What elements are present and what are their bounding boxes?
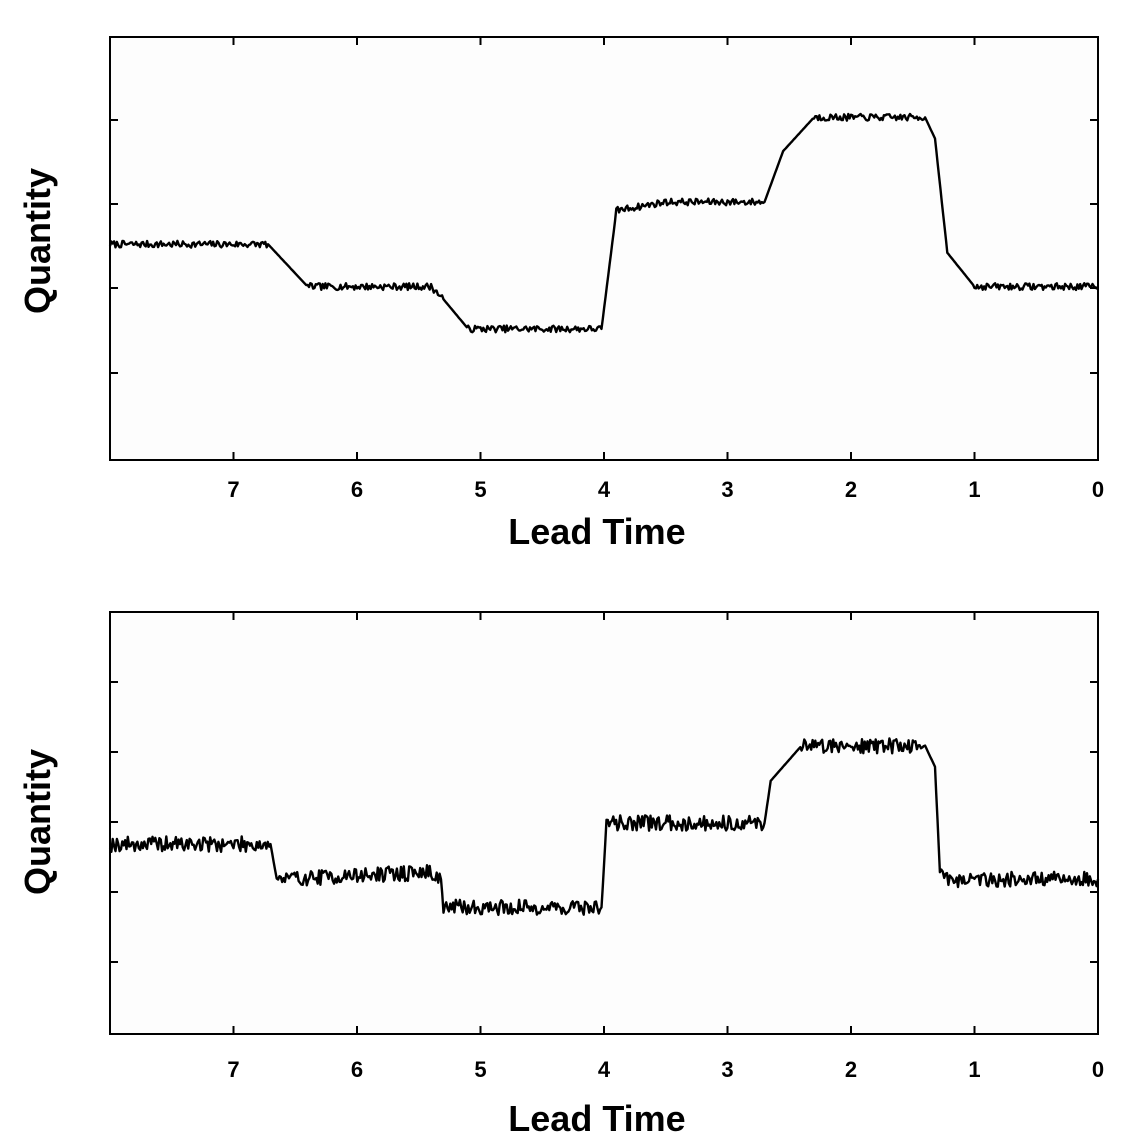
x-tick-label: 0 <box>1092 1057 1104 1082</box>
top-x-tick-labels: 7 6 5 4 3 2 1 0 <box>227 477 1104 502</box>
x-tick-label: 6 <box>351 1057 363 1082</box>
bottom-plot-frame <box>109 611 1099 1035</box>
top-series-line <box>108 112 1099 334</box>
x-tick-label: 2 <box>845 477 857 502</box>
bottom-series-line <box>108 737 1100 917</box>
x-tick-label: 4 <box>598 477 611 502</box>
bottom-y-ticks <box>110 681 1098 963</box>
bottom-y-axis-title: Quantity <box>17 749 58 895</box>
top-x-ticks <box>232 37 1099 460</box>
x-tick-label: 3 <box>721 477 733 502</box>
top-y-axis-title: Quantity <box>17 168 58 314</box>
bottom-x-ticks <box>232 612 1099 1034</box>
x-tick-label: 3 <box>721 1057 733 1082</box>
x-tick-label: 4 <box>598 1057 611 1082</box>
top-plot-frame <box>109 36 1099 461</box>
x-tick-label: 0 <box>1092 477 1104 502</box>
top-x-axis-title: Lead Time <box>508 511 685 552</box>
top-chart: 7 6 5 4 3 2 1 0 Lead Time Quantity <box>17 36 1104 552</box>
bottom-x-tick-labels: 7 6 5 4 3 2 1 0 <box>227 1057 1104 1082</box>
x-tick-label: 2 <box>845 1057 857 1082</box>
x-tick-label: 1 <box>968 1057 980 1082</box>
x-tick-label: 5 <box>474 1057 486 1082</box>
bottom-x-axis-title: Lead Time <box>508 1098 685 1139</box>
x-tick-label: 6 <box>351 477 363 502</box>
x-tick-label: 5 <box>474 477 486 502</box>
x-tick-label: 7 <box>227 1057 239 1082</box>
x-tick-label: 7 <box>227 477 239 502</box>
x-tick-label: 1 <box>968 477 980 502</box>
bottom-chart: 7 6 5 4 3 2 1 0 Lead Time Quantity <box>17 611 1104 1139</box>
